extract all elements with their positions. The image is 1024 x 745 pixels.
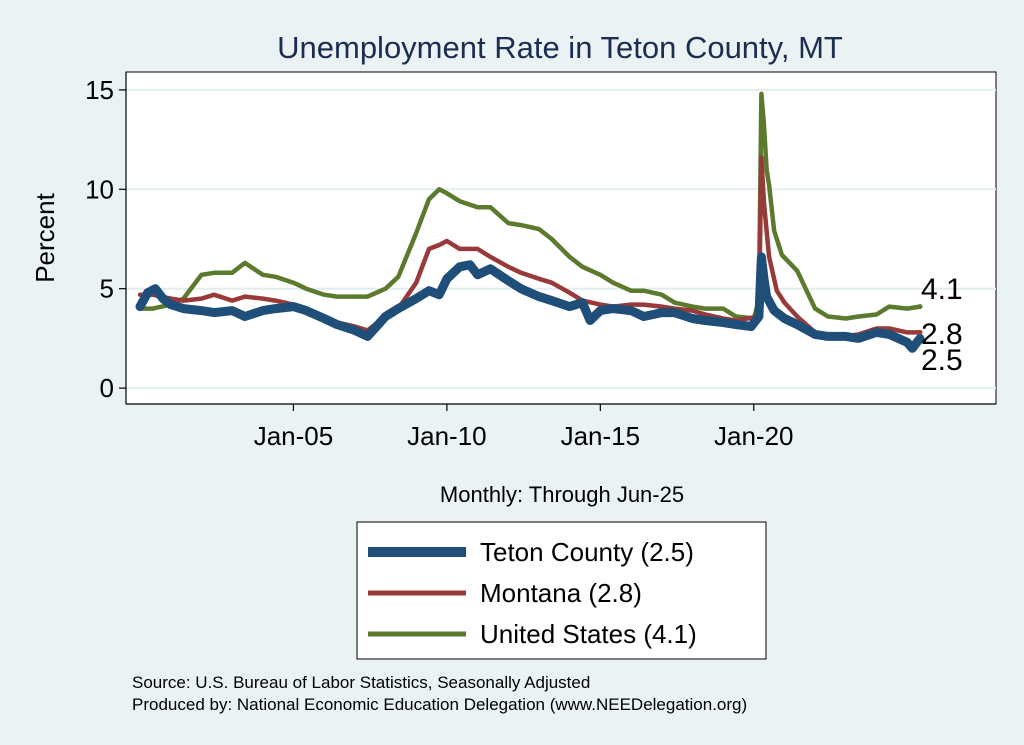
x-axis: Jan-05 Jan-10 Jan-15 Jan-20	[126, 403, 996, 451]
y-tick-label: 15	[85, 75, 114, 105]
legend-label-teton-county: Teton County (2.5)	[480, 537, 694, 567]
y-axis: 0 5 10 15	[85, 72, 127, 404]
x-axis-note: Monthly: Through Jun-25	[440, 482, 684, 507]
series-lines	[135, 91, 925, 353]
source-line-2: Produced by: National Economic Education…	[132, 695, 747, 714]
series-line-united-states	[137, 91, 923, 321]
y-tick-label: 0	[100, 373, 114, 403]
chart-title: Unemployment Rate in Teton County, MT	[277, 30, 843, 65]
plot-area	[125, 71, 997, 405]
end-label-united-states: 4.1	[921, 273, 963, 306]
series-line-teton-county	[135, 252, 925, 353]
legend: Teton County (2.5) Montana (2.8) United St…	[368, 537, 697, 649]
source-line-1: Source: U.S. Bureau of Labor Statistics,…	[132, 673, 590, 692]
end-marker-teton-county	[917, 335, 923, 341]
series-line-montana	[137, 155, 923, 339]
y-tick-label: 10	[85, 174, 114, 204]
x-tick-label: Jan-10	[407, 421, 487, 451]
end-marker-montana	[917, 329, 923, 335]
legend-label-united-states: United States (4.1)	[480, 619, 697, 649]
x-tick-label: Jan-05	[254, 421, 334, 451]
x-tick-label: Jan-15	[561, 421, 641, 451]
end-labels: 4.1 2.82.5	[917, 273, 963, 377]
x-tick-label: Jan-20	[714, 421, 794, 451]
end-marker-united-states	[917, 304, 923, 310]
end-label-teton-county: 2.5	[921, 344, 963, 377]
end-label-montana: 2.8	[921, 318, 963, 351]
y-axis-title: Percent	[30, 192, 60, 282]
legend-label-montana: Montana (2.8)	[480, 578, 642, 608]
y-tick-label: 5	[100, 274, 114, 304]
